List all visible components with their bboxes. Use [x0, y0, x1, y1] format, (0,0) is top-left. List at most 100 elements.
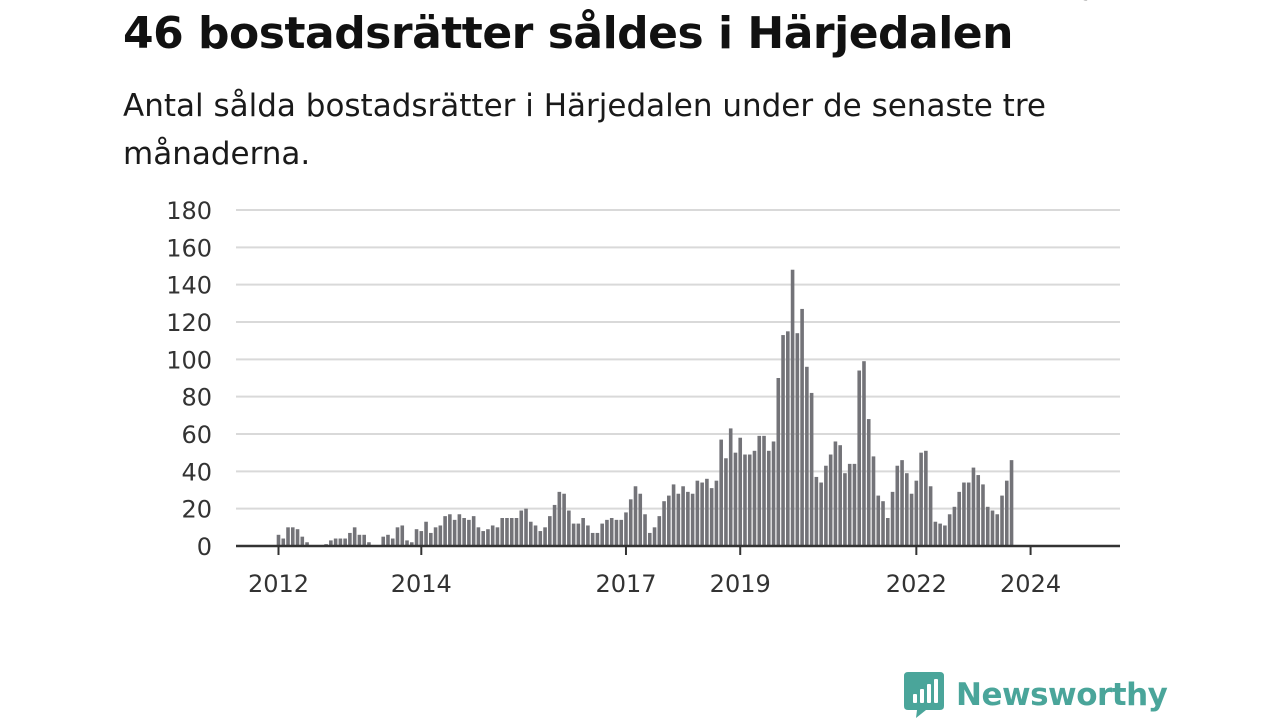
bar [524, 508, 528, 546]
bar [890, 491, 895, 546]
bar [329, 540, 333, 546]
bar [386, 534, 390, 546]
bar [690, 493, 695, 546]
bar [733, 452, 738, 546]
bar [681, 486, 685, 546]
bar [952, 506, 957, 546]
y-axis-ticks: 0 20 40 60 80 100 120 140 160 180 [166, 197, 212, 561]
bar [543, 527, 547, 546]
x-tick-label: 2014 [391, 570, 452, 598]
bar [490, 525, 495, 546]
x-tick-label: 2017 [595, 570, 656, 598]
bar [600, 523, 604, 546]
bar [624, 512, 628, 546]
bar [828, 454, 833, 546]
bar [305, 542, 309, 546]
bar [509, 518, 514, 546]
bar [800, 308, 804, 546]
bar [762, 435, 766, 546]
bar [552, 504, 557, 546]
bar [452, 519, 457, 546]
bar [895, 465, 900, 546]
x-tick-label: 2022 [886, 570, 947, 598]
bar [533, 525, 538, 546]
bar [1009, 460, 1014, 546]
bar [857, 370, 862, 546]
bar [976, 475, 981, 546]
bar [633, 486, 638, 546]
bar [776, 378, 781, 546]
bar [605, 519, 609, 546]
bar [757, 435, 762, 546]
bar [995, 514, 1000, 546]
bar [638, 493, 643, 546]
bar [962, 482, 966, 546]
bar [747, 454, 752, 546]
bar [414, 529, 419, 546]
bar [843, 473, 847, 546]
bar [571, 523, 576, 546]
bar [876, 495, 881, 546]
chart-title: 46 bostadsrätter såldes i Härjedalen [123, 8, 1013, 59]
y-tick-label: 80 [181, 384, 212, 412]
bar [728, 428, 733, 546]
bar [771, 441, 776, 546]
bar [766, 450, 771, 546]
bar [966, 482, 971, 546]
bar [943, 525, 947, 546]
y-tick-label: 20 [181, 496, 212, 524]
bar [919, 452, 923, 546]
gridlines [236, 209, 1120, 510]
bar [486, 529, 490, 546]
bar [505, 518, 509, 546]
bar [790, 269, 795, 546]
bar [481, 531, 485, 546]
bar [667, 495, 671, 546]
bar [562, 493, 566, 546]
bar [662, 501, 666, 546]
x-axis-ticks: 2012 2014 2017 2019 2022 2024 [248, 546, 1061, 598]
latest-value-callout: 46 [1061, 0, 1093, 6]
bar [519, 510, 524, 546]
bar [581, 518, 585, 546]
bar [814, 476, 819, 546]
bar [724, 458, 728, 546]
bar [352, 527, 357, 546]
bar [938, 523, 942, 546]
bar [348, 532, 352, 546]
bar [495, 527, 500, 546]
bar [914, 480, 919, 546]
bar [628, 499, 633, 546]
bar [590, 532, 595, 546]
bar [424, 521, 428, 546]
bar [276, 534, 281, 546]
bar [333, 538, 338, 546]
bar [795, 333, 800, 546]
bar [714, 480, 719, 546]
bar [957, 491, 961, 546]
bar [871, 456, 876, 546]
bar [528, 521, 533, 546]
bar [824, 465, 828, 546]
bar [885, 518, 890, 546]
bar [671, 484, 676, 546]
x-tick-label: 2024 [1000, 570, 1061, 598]
bar [443, 516, 447, 546]
bar [619, 519, 624, 546]
bar [471, 516, 476, 546]
bar [295, 529, 300, 546]
bar [985, 506, 990, 546]
bar [609, 518, 614, 546]
y-tick-label: 60 [181, 421, 212, 449]
bar [866, 419, 871, 546]
bar [357, 534, 362, 546]
bar [395, 527, 400, 546]
bar [847, 463, 852, 546]
brand-logo: Newsworthy [902, 670, 1168, 720]
bar [786, 331, 790, 546]
bar [557, 491, 562, 546]
bar [905, 473, 909, 546]
bar [448, 514, 452, 546]
bar [657, 516, 662, 546]
bar [652, 527, 657, 546]
